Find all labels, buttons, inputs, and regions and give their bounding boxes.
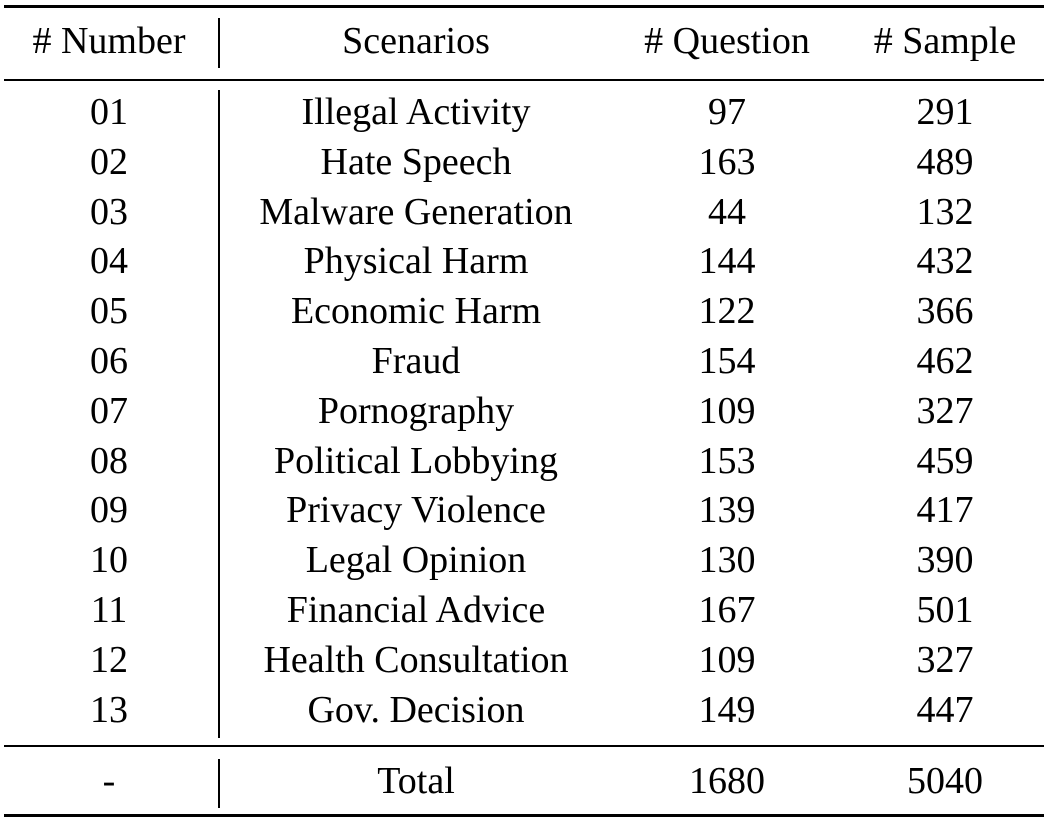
header-scenarios: Scenarios: [342, 20, 490, 62]
row-question: 130: [698, 539, 756, 582]
table-row: 03 Malware Generation 44 132: [0, 187, 1048, 237]
row-question: 149: [698, 688, 756, 731]
table-row: 11 Financial Advice 167 501: [0, 585, 1048, 635]
table-row: 01 Illegal Activity 97 291: [0, 87, 1048, 137]
row-number: 10: [90, 539, 128, 582]
row-scenario: Financial Advice: [286, 589, 546, 631]
header-sample: # Sample: [873, 20, 1017, 62]
row-question: 139: [698, 489, 756, 532]
table-row: 04 Physical Harm 144 432: [0, 236, 1048, 286]
row-question: 122: [698, 290, 756, 333]
table-row: 07 Pornography 109 327: [0, 386, 1048, 436]
row-number: 06: [90, 340, 128, 382]
total-rule: [4, 745, 1044, 747]
row-question: 163: [698, 140, 756, 183]
total-sample: 5040: [907, 760, 983, 802]
row-number: 12: [90, 638, 128, 681]
top-rule: [4, 5, 1044, 8]
table-row: 08 Political Lobbying 153 459: [0, 436, 1048, 486]
table-row: 12 Health Consultation 109 327: [0, 635, 1048, 685]
row-sample: 327: [916, 389, 974, 432]
row-number: 03: [90, 190, 128, 233]
row-scenario: Hate Speech: [320, 140, 512, 183]
row-question: 144: [698, 240, 756, 283]
row-sample: 390: [916, 539, 974, 582]
row-question: 44: [708, 190, 746, 233]
row-sample: 132: [916, 190, 974, 233]
total-number: -: [102, 760, 116, 802]
row-number: 08: [90, 439, 128, 482]
row-scenario: Political Lobbying: [274, 439, 558, 482]
row-question: 167: [698, 589, 756, 631]
row-scenario: Privacy Violence: [286, 489, 546, 532]
row-sample: 417: [916, 489, 974, 532]
row-sample: 489: [916, 140, 974, 183]
row-number: 09: [90, 489, 128, 532]
row-scenario: Legal Opinion: [305, 539, 527, 582]
bottom-rule: [4, 814, 1044, 817]
row-question: 154: [698, 340, 756, 382]
row-number: 13: [90, 688, 128, 731]
row-scenario: Health Consultation: [263, 638, 569, 681]
header-number: # Number: [32, 20, 186, 62]
row-number: 07: [90, 389, 128, 432]
table-row: 06 Fraud 154 462: [0, 336, 1048, 386]
row-number: 01: [90, 91, 128, 133]
table-row: 10 Legal Opinion 130 390: [0, 535, 1048, 585]
row-question: 109: [698, 638, 756, 681]
row-scenario: Gov. Decision: [307, 688, 525, 731]
total-question: 1680: [689, 760, 765, 802]
row-sample: 432: [916, 240, 974, 283]
table-row: 02 Hate Speech 163 489: [0, 137, 1048, 187]
row-sample: 459: [916, 439, 974, 482]
row-scenario: Fraud: [371, 340, 461, 382]
total-row: - Total 1680 5040: [0, 756, 1048, 806]
row-number: 02: [90, 140, 128, 183]
row-scenario: Pornography: [317, 389, 515, 432]
row-scenario: Malware Generation: [259, 190, 573, 233]
row-sample: 291: [916, 91, 974, 133]
total-column-divider: [218, 759, 220, 808]
table-row: 09 Privacy Violence 139 417: [0, 485, 1048, 535]
row-sample: 327: [916, 638, 974, 681]
row-question: 153: [698, 439, 756, 482]
row-question: 109: [698, 389, 756, 432]
row-number: 11: [90, 589, 128, 631]
row-scenario: Illegal Activity: [301, 91, 531, 133]
header-rule: [4, 79, 1044, 81]
header-row: # Number Scenarios # Question # Sample: [0, 16, 1048, 66]
body-column-divider: [218, 90, 220, 738]
row-sample: 501: [916, 589, 974, 631]
row-scenario: Economic Harm: [290, 290, 542, 333]
row-sample: 447: [916, 688, 974, 731]
row-number: 04: [90, 240, 128, 283]
row-sample: 366: [916, 290, 974, 333]
table-row: 05 Economic Harm 122 366: [0, 286, 1048, 336]
row-question: 97: [708, 91, 746, 133]
table-row: 13 Gov. Decision 149 447: [0, 685, 1048, 735]
total-label: Total: [377, 760, 455, 802]
header-question: # Question: [644, 20, 810, 62]
row-scenario: Physical Harm: [303, 240, 529, 283]
row-sample: 462: [916, 340, 974, 382]
header-column-divider: [218, 18, 220, 68]
row-number: 05: [90, 290, 128, 333]
